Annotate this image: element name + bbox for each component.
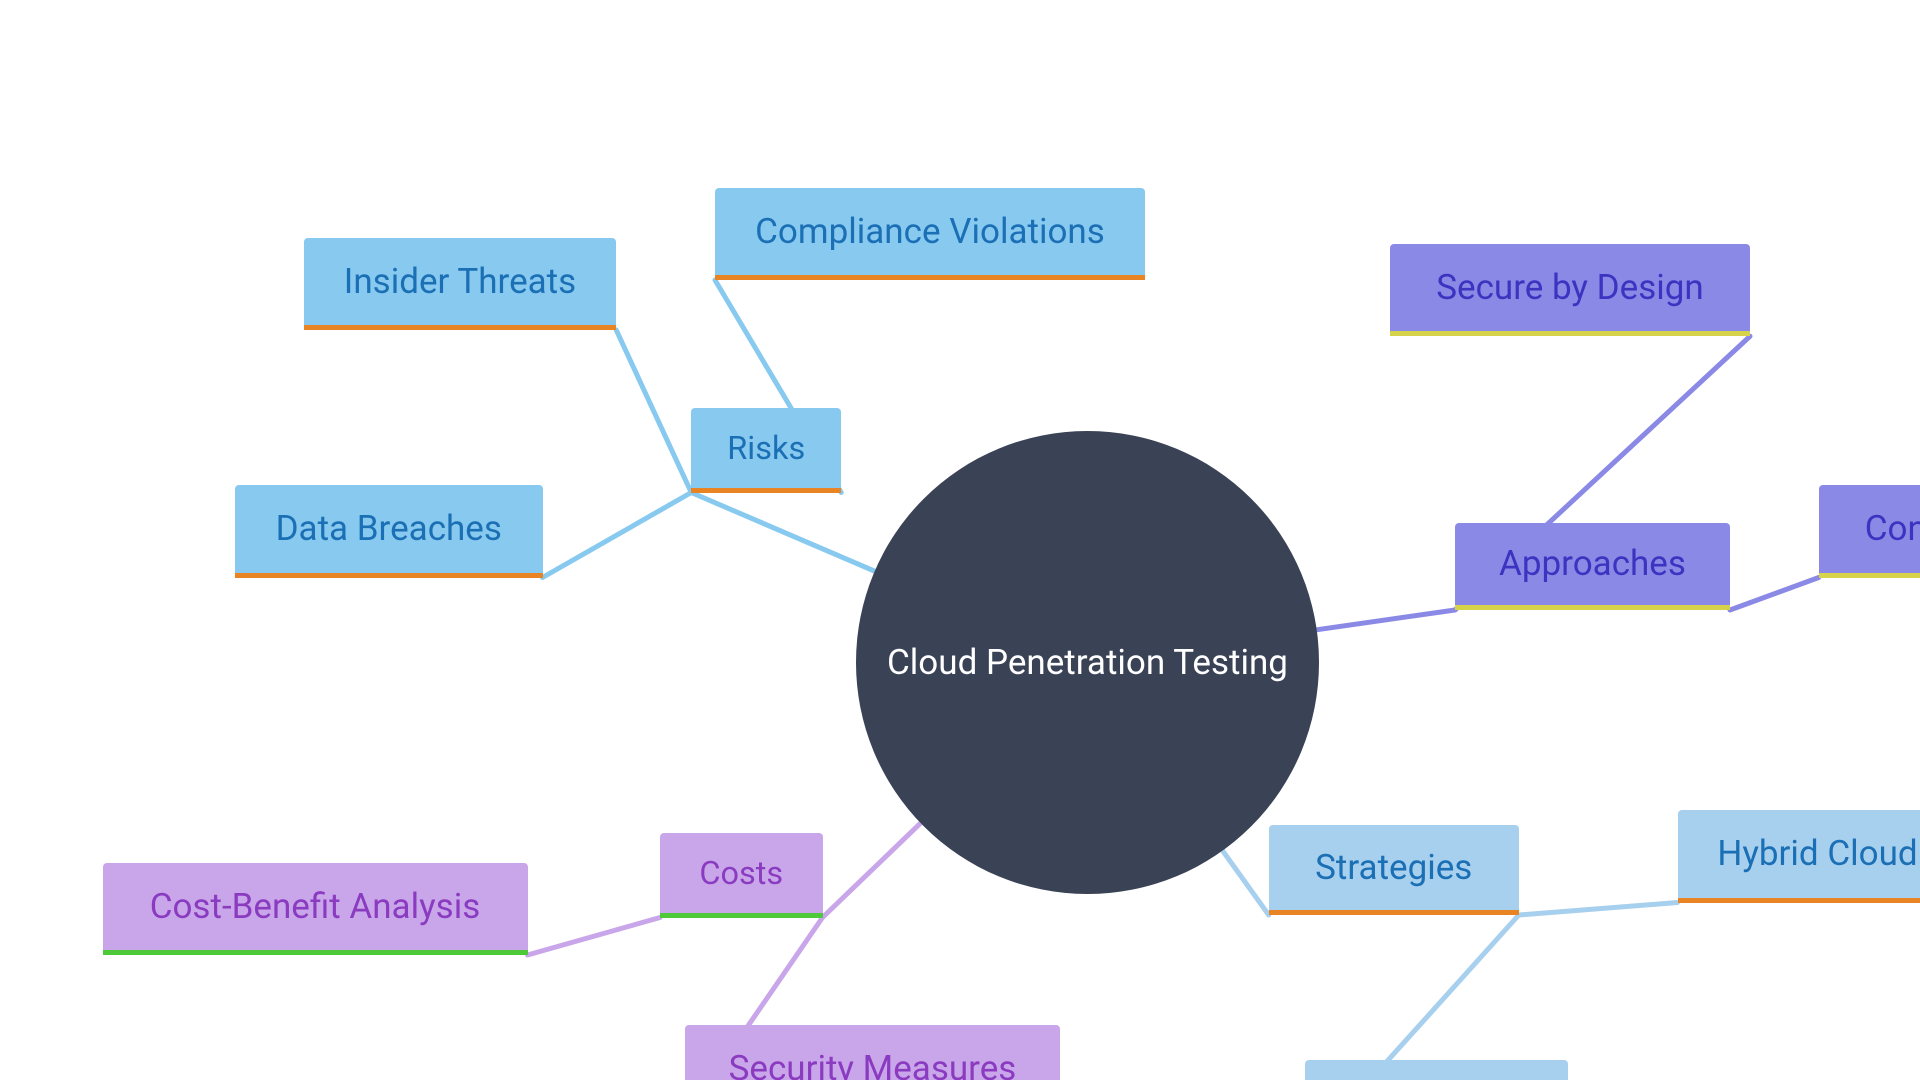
node-multi-cloud: Multi-Cloud bbox=[1305, 1060, 1568, 1080]
node-label-insider-threats: Insider Threats bbox=[344, 261, 576, 302]
node-label-strategies: Strategies bbox=[1315, 847, 1472, 888]
node-risks: Risks bbox=[691, 408, 841, 493]
node-data-breaches: Data Breaches bbox=[235, 485, 543, 578]
node-costs: Costs bbox=[660, 833, 823, 918]
node-approaches: Approaches bbox=[1455, 523, 1730, 611]
node-label-secure-by-design: Secure by Design bbox=[1436, 267, 1704, 308]
node-label-approaches: Approaches bbox=[1499, 543, 1686, 584]
node-label-data-breaches: Data Breaches bbox=[276, 508, 502, 549]
node-label-risks: Risks bbox=[727, 429, 805, 467]
node-secure-by-design: Secure by Design bbox=[1390, 244, 1750, 337]
node-label-costs: Costs bbox=[699, 854, 783, 892]
node-cost-benefit: Cost-Benefit Analysis bbox=[103, 863, 528, 956]
node-label-cost-benefit: Cost-Benefit Analysis bbox=[150, 886, 481, 927]
node-strategies: Strategies bbox=[1269, 825, 1519, 915]
mindmap-canvas: Cloud Penetration Testing Risks Insider T… bbox=[0, 0, 1920, 1080]
node-insider-threats: Insider Threats bbox=[304, 238, 617, 331]
node-label-continuous-monitoring: Continuous Monitoring bbox=[1865, 508, 1920, 549]
node-hybrid-cloud: Hybrid Cloud bbox=[1678, 810, 1920, 903]
node-continuous-monitoring: Continuous Monitoring bbox=[1819, 485, 1920, 578]
node-label-security-measures: Security Measures bbox=[729, 1048, 1017, 1080]
node-compliance-violations: Compliance Violations bbox=[715, 188, 1145, 281]
node-label-compliance-violations: Compliance Violations bbox=[755, 211, 1105, 252]
node-label-hybrid-cloud: Hybrid Cloud bbox=[1717, 833, 1917, 874]
node-security-measures: Security Measures bbox=[685, 1025, 1060, 1080]
center-node-label: Cloud Penetration Testing bbox=[887, 640, 1288, 686]
center-node: Cloud Penetration Testing bbox=[856, 431, 1319, 894]
